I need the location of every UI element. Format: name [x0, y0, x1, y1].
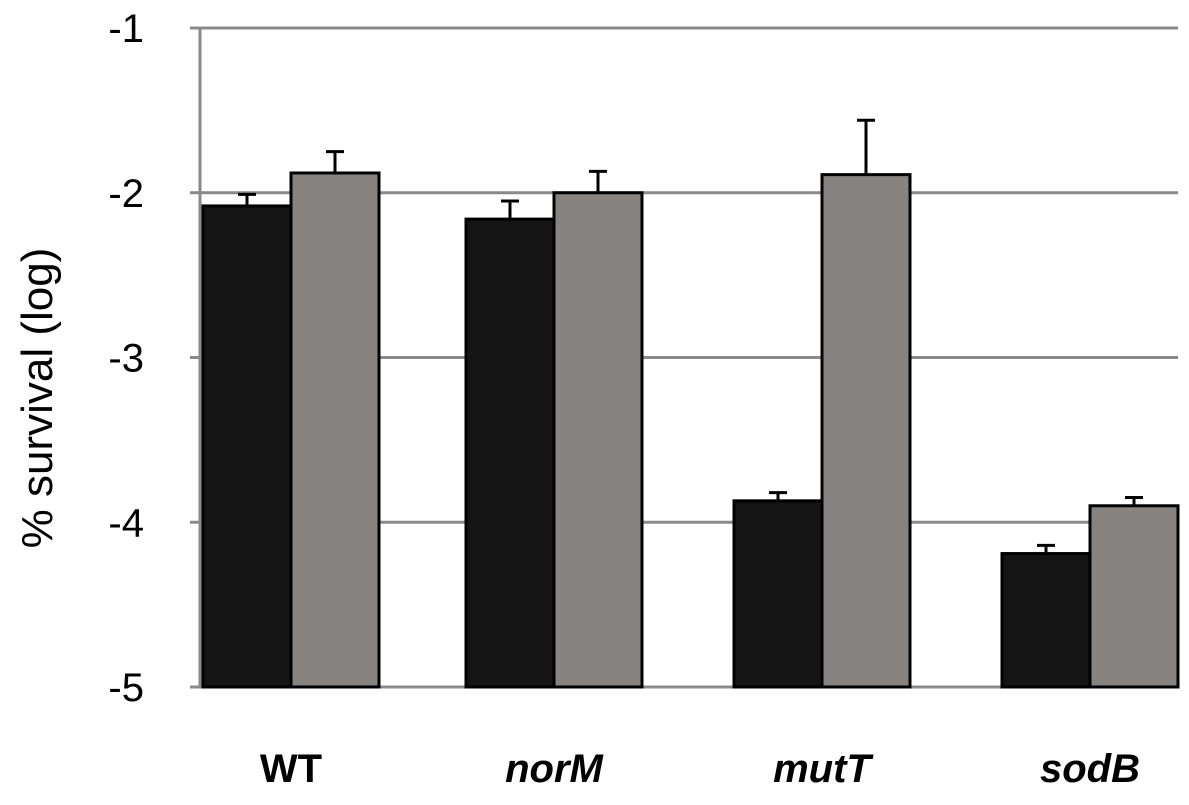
y-axis: -1 -2 -3 -4 -5	[108, 7, 202, 710]
bar	[732, 499, 824, 689]
bars	[201, 171, 1180, 689]
bar	[464, 217, 556, 689]
bar	[1088, 504, 1180, 689]
y-tick-label: -4	[108, 501, 144, 545]
bar	[289, 171, 381, 689]
bar	[820, 173, 912, 689]
y-axis-title: % survival (log)	[13, 248, 62, 549]
error-bars	[238, 118, 1143, 554]
bar	[1000, 552, 1092, 689]
category-label: WT	[260, 747, 322, 791]
bar	[201, 204, 293, 689]
y-tick-label: -5	[108, 666, 144, 710]
bar	[552, 191, 644, 689]
category-labels: WT norM mutT sodB	[260, 747, 1140, 791]
category-label: mutT	[773, 747, 874, 791]
category-label: norM	[505, 747, 604, 791]
category-label: sodB	[1040, 747, 1140, 791]
y-tick-label: -1	[108, 7, 144, 51]
y-tick-label: -3	[108, 337, 144, 381]
y-tick-label: -2	[108, 172, 144, 216]
